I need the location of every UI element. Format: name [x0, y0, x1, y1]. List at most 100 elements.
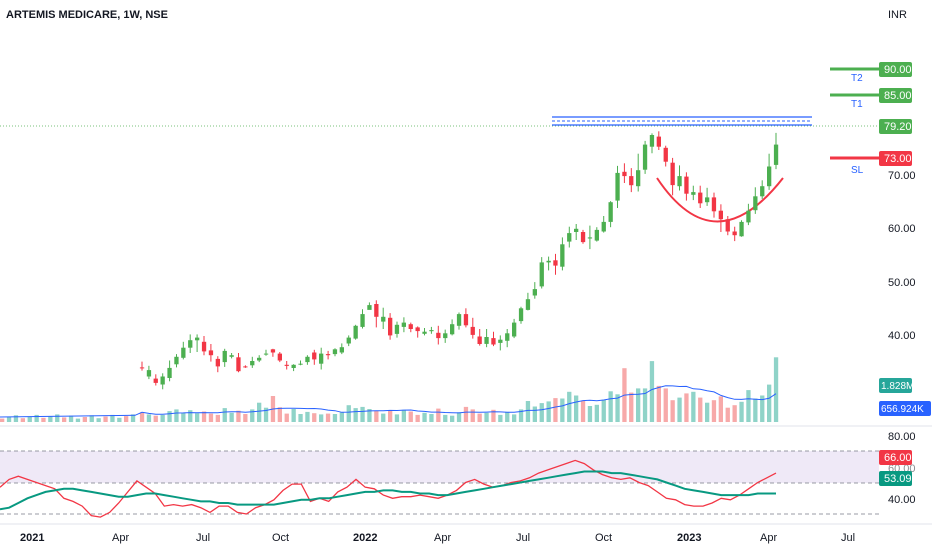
candle-body — [263, 353, 269, 355]
volume-bar — [68, 415, 74, 422]
candle-body — [684, 176, 689, 194]
volume-bar — [684, 393, 689, 422]
cup-pattern-arc[interactable] — [656, 177, 784, 223]
candle-body — [484, 337, 489, 344]
time-tick: Apr — [760, 532, 777, 544]
sl-value: 73.00 — [884, 153, 912, 165]
volume-bar — [629, 392, 634, 422]
volume-bar — [103, 416, 108, 422]
volume-bar — [518, 409, 524, 422]
price-tick: 60.00 — [888, 223, 916, 235]
candle-body — [470, 326, 475, 335]
candle-body — [160, 376, 165, 385]
volume-bar — [48, 416, 53, 422]
volume-bar — [677, 397, 682, 422]
candle-body — [746, 210, 751, 223]
time-axis[interactable]: 2021 Apr Jul Oct 2022 Apr Jul Oct 2023 Apr Jul — [20, 532, 855, 544]
volume-bar — [181, 412, 186, 422]
volume-bar — [332, 414, 338, 422]
volume-bar — [443, 414, 448, 422]
volume-bar — [718, 396, 723, 422]
volume-bar — [208, 413, 214, 422]
candle-body — [243, 366, 248, 368]
t1-value: 85.00 — [884, 90, 912, 102]
candle-body — [649, 135, 655, 147]
last-price-badge — [879, 119, 912, 134]
candle-body — [718, 210, 723, 220]
volume-bar — [277, 407, 282, 422]
volume-bar — [732, 405, 737, 422]
volume-bar — [498, 414, 503, 422]
volume-bar — [594, 404, 599, 422]
candle-body — [642, 144, 648, 170]
t2-value: 90.00 — [884, 64, 912, 76]
rsi-line — [0, 459, 777, 518]
candle-body — [174, 356, 179, 365]
volume-bar — [422, 412, 427, 422]
volume-bar — [188, 410, 193, 422]
candle-body — [553, 260, 558, 266]
volume-bar — [394, 414, 400, 422]
volume-bar — [436, 408, 441, 422]
candle-body — [608, 202, 613, 222]
volume-bar — [298, 414, 303, 422]
candlesticks — [139, 131, 779, 390]
volume-current-value: 1.828M — [881, 381, 914, 392]
candle-body — [760, 186, 765, 197]
volume-bar — [243, 414, 248, 422]
volume-bar — [711, 400, 717, 422]
candle-body — [401, 322, 406, 327]
rsi-axis[interactable]: 80.00 60.00 40.00 — [888, 431, 916, 506]
candle-body — [725, 219, 730, 232]
volume-bar — [82, 417, 87, 422]
volume-bar — [124, 416, 129, 422]
candle-body — [477, 336, 482, 344]
candle-body — [153, 378, 158, 383]
candle-body — [539, 262, 544, 287]
candle-body — [332, 349, 338, 355]
volume-bar — [195, 413, 200, 422]
volume-bar — [222, 408, 227, 422]
candle-body — [222, 350, 227, 363]
candle-body — [436, 332, 441, 339]
volume-bar — [525, 401, 531, 422]
time-tick: 2023 — [677, 532, 701, 544]
candle-body — [325, 354, 331, 356]
volume-bar — [477, 413, 482, 422]
volume-bar — [539, 403, 544, 422]
volume-bar — [746, 390, 751, 422]
volume-bar — [663, 388, 668, 422]
sl-badge — [879, 151, 912, 166]
candle-body — [188, 340, 193, 348]
volume-bar — [353, 408, 358, 422]
candle-body — [629, 176, 634, 186]
time-tick: Oct — [272, 532, 289, 544]
candle-body — [498, 339, 503, 343]
candle-body — [656, 136, 661, 147]
volume-bar — [767, 384, 772, 422]
volume-bar — [41, 417, 46, 422]
candle-body — [270, 349, 276, 353]
price-axis[interactable]: 70.00 60.00 50.00 40.00 — [888, 170, 916, 342]
candle-body — [580, 232, 586, 243]
t2-badge — [879, 62, 912, 77]
candle-body — [312, 352, 317, 360]
time-tick: Jul — [516, 532, 530, 544]
candle-body — [663, 147, 668, 162]
candle-body — [381, 316, 386, 322]
volume-bar — [456, 412, 462, 422]
rsi-ma-value: 53.09 — [884, 473, 912, 485]
volume-bar — [367, 409, 372, 422]
rsi-tick: 40.00 — [888, 494, 916, 506]
candle-body — [360, 314, 365, 327]
candle-body — [208, 350, 214, 356]
volume-bar — [608, 391, 613, 422]
resistance-zone[interactable] — [552, 116, 812, 126]
candle-body — [284, 364, 289, 366]
candle-body — [773, 144, 779, 165]
candle-body — [739, 221, 744, 237]
candle-body — [456, 314, 462, 326]
volume-bar — [34, 414, 39, 422]
candle-body — [346, 337, 351, 344]
